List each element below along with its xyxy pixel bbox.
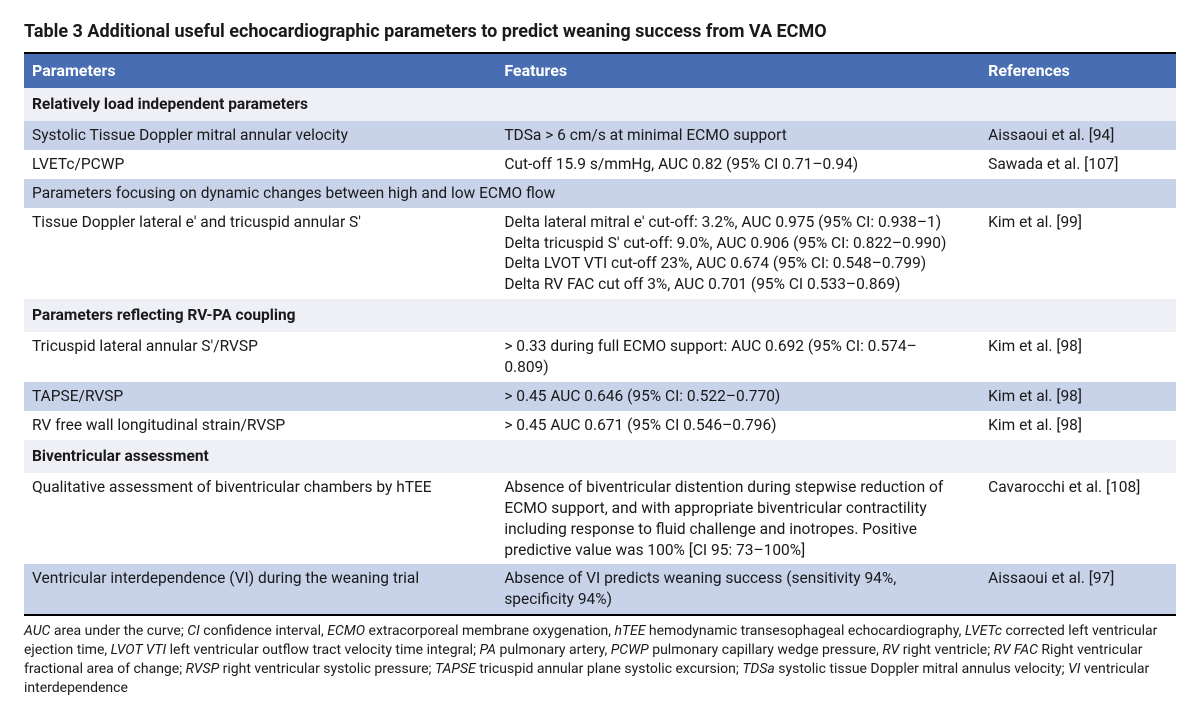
param-cell: Qualitative assessment of biventricular … xyxy=(24,473,496,565)
table-header-row: Parameters Features References xyxy=(24,53,1176,88)
abbr: LVETc xyxy=(965,623,1002,639)
feature-cell: Cut-off 15.9 s/mmHg, AUC 0.82 (95% CI 0.… xyxy=(496,150,980,179)
table-footnote: AUC area under the curve; CI confidence … xyxy=(24,616,1176,698)
reference-cell: Sawada et al. [107] xyxy=(980,150,1176,179)
table-row: Tissue Doppler lateral e′ and tricuspid … xyxy=(24,208,1176,300)
feature-cell: > 0.45 AUC 0.671 (95% CI 0.546–0.796) xyxy=(496,411,980,440)
abbr: PCWP xyxy=(611,642,649,658)
abbr: TDSa xyxy=(742,661,774,677)
abbr: LVOT VTI xyxy=(111,642,167,658)
abbr: VI xyxy=(1068,661,1080,677)
table-row: Ventricular interdependence (VI) during … xyxy=(24,564,1176,615)
table-row: Tricuspid lateral annular S′/RVSP > 0.33… xyxy=(24,332,1176,382)
param-cell: TAPSE/RVSP xyxy=(24,382,496,411)
abbr: CI xyxy=(187,623,200,639)
param-cell: Tissue Doppler lateral e′ and tricuspid … xyxy=(24,208,496,300)
section-label: Biventricular assessment xyxy=(24,440,1176,473)
param-cell: Tricuspid lateral annular S′/RVSP xyxy=(24,332,496,382)
reference-cell: Aissaoui et al. [97] xyxy=(980,564,1176,615)
table-row: LVETc/PCWP Cut-off 15.9 s/mmHg, AUC 0.82… xyxy=(24,150,1176,179)
table-title: Table 3 Additional useful echocardiograp… xyxy=(24,20,1176,52)
param-cell: LVETc/PCWP xyxy=(24,150,496,179)
param-cell: Ventricular interdependence (VI) during … xyxy=(24,564,496,615)
abbr: ECMO xyxy=(327,623,365,639)
feature-cell: TDSa > 6 cm/s at minimal ECMO support xyxy=(496,121,980,150)
reference-cell: Aissaoui et al. [94] xyxy=(980,121,1176,150)
abbr: RV FAC xyxy=(994,642,1038,658)
subsection-label: Parameters focusing on dynamic changes b… xyxy=(24,179,1176,208)
section-biventricular: Biventricular assessment xyxy=(24,440,1176,473)
abbr: RVSP xyxy=(186,661,220,677)
subsection-dynamic-changes: Parameters focusing on dynamic changes b… xyxy=(24,179,1176,208)
abbr: RV xyxy=(882,642,899,658)
reference-cell: Kim et al. [98] xyxy=(980,382,1176,411)
col-references: References xyxy=(980,53,1176,88)
table-row: Qualitative assessment of biventricular … xyxy=(24,473,1176,565)
section-label: Parameters reflecting RV-PA coupling xyxy=(24,299,1176,332)
section-load-independent: Relatively load independent parameters xyxy=(24,88,1176,121)
feature-cell: > 0.45 AUC 0.646 (95% CI: 0.522–0.770) xyxy=(496,382,980,411)
feature-cell: Absence of biventricular distention duri… xyxy=(496,473,980,565)
echo-parameters-table: Parameters Features References Relativel… xyxy=(24,52,1176,616)
abbr: AUC xyxy=(24,623,50,639)
table-row: Systolic Tissue Doppler mitral annular v… xyxy=(24,121,1176,150)
feature-cell: Absence of VI predicts weaning success (… xyxy=(496,564,980,615)
abbr: TAPSE xyxy=(435,661,476,677)
reference-cell: Kim et al. [98] xyxy=(980,411,1176,440)
reference-cell: Cavarocchi et al. [108] xyxy=(980,473,1176,565)
reference-cell: Kim et al. [98] xyxy=(980,332,1176,382)
feature-line: Delta tricuspid S′ cut-off: 9.0%, AUC 0.… xyxy=(504,233,960,254)
table-row: RV free wall longitudinal strain/RVSP > … xyxy=(24,411,1176,440)
abbr: hTEE xyxy=(614,623,645,639)
reference-cell: Kim et al. [99] xyxy=(980,208,1176,300)
col-parameters: Parameters xyxy=(24,53,496,88)
feature-line: Delta LVOT VTI cut-off 23%, AUC 0.674 (9… xyxy=(504,253,960,274)
col-features: Features xyxy=(496,53,980,88)
feature-cell: Delta lateral mitral e′ cut-off: 3.2%, A… xyxy=(496,208,980,300)
feature-line: Delta RV FAC cut off 3%, AUC 0.701 (95% … xyxy=(504,274,960,295)
section-label: Relatively load independent parameters xyxy=(24,88,1176,121)
feature-cell: > 0.33 during full ECMO support: AUC 0.6… xyxy=(496,332,980,382)
table-row: TAPSE/RVSP > 0.45 AUC 0.646 (95% CI: 0.5… xyxy=(24,382,1176,411)
abbr: PA xyxy=(480,642,496,658)
param-cell: RV free wall longitudinal strain/RVSP xyxy=(24,411,496,440)
section-rv-pa-coupling: Parameters reflecting RV-PA coupling xyxy=(24,299,1176,332)
feature-line: Delta lateral mitral e′ cut-off: 3.2%, A… xyxy=(504,212,960,233)
param-cell: Systolic Tissue Doppler mitral annular v… xyxy=(24,121,496,150)
